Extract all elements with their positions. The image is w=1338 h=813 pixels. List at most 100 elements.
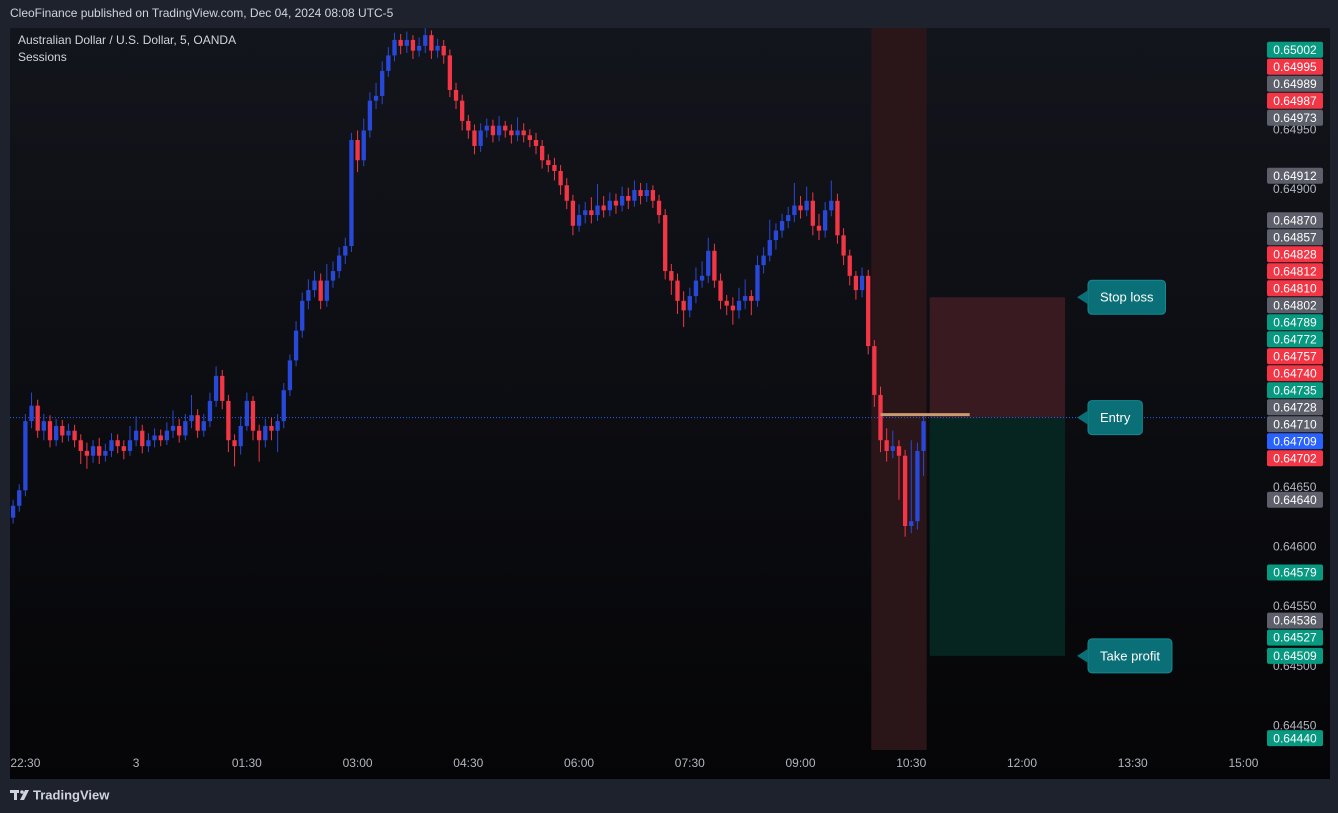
price-label-box: [1267, 564, 1323, 581]
candle-body: [490, 125, 496, 136]
y-tick-label: 0.64950: [1273, 123, 1317, 137]
y-tick-label: 0.64600: [1273, 540, 1317, 554]
price-label: 0.64870: [1273, 213, 1317, 227]
candle-body: [453, 89, 459, 101]
candle-body: [749, 296, 754, 301]
candle-body: [736, 300, 742, 311]
candle-body: [675, 280, 680, 301]
callout-pointer: [1077, 410, 1088, 425]
candle-body: [380, 70, 385, 96]
candle-body: [515, 130, 520, 136]
candle-body: [570, 200, 576, 226]
candle-body: [595, 205, 600, 216]
candle-body: [902, 455, 908, 527]
candle-body: [23, 421, 28, 491]
x-tick-label: 03:00: [343, 756, 373, 770]
candle-body: [97, 446, 102, 456]
candle-body: [496, 125, 502, 136]
candle-body: [84, 450, 90, 456]
y-tick-label: 0.64450: [1273, 718, 1317, 732]
price-label-box: [1267, 399, 1323, 416]
candle-body: [195, 415, 200, 431]
candle-body: [213, 375, 219, 401]
price-label: 0.64912: [1273, 169, 1317, 183]
chart-title: Australian Dollar / U.S. Dollar, 5, OAND…: [18, 33, 236, 47]
footer-brand: TradingView: [33, 787, 110, 802]
callout-pointer: [1077, 648, 1088, 663]
price-label-box: [1267, 416, 1323, 433]
candle-body: [416, 45, 422, 51]
price-label-box: [1267, 730, 1323, 747]
price-label: 0.64995: [1273, 60, 1317, 74]
session-range: [871, 28, 927, 750]
candle-body: [761, 255, 766, 266]
price-label-box: [1267, 491, 1323, 508]
candle-body: [318, 280, 323, 301]
price-label-box: [1267, 297, 1323, 314]
candle-body: [755, 265, 760, 301]
candle-body: [293, 330, 299, 361]
candle-body: [552, 165, 557, 171]
candle-body: [189, 415, 194, 422]
candle-body: [330, 271, 336, 281]
candle-body: [226, 400, 231, 441]
candle-body: [909, 521, 914, 527]
candle-body: [232, 440, 237, 447]
candle-body: [773, 230, 779, 241]
price-label: 0.64857: [1273, 230, 1317, 244]
candle-body: [250, 400, 256, 431]
candle-body: [521, 130, 526, 136]
candle-body: [546, 160, 551, 166]
price-label-box: [1267, 212, 1323, 229]
candle-body: [72, 430, 77, 441]
candle-body: [632, 190, 637, 201]
price-label-box: [1267, 382, 1323, 399]
candle-body: [410, 39, 416, 51]
candle-body: [460, 100, 465, 121]
price-label: 0.65002: [1273, 43, 1317, 57]
candle-body: [743, 296, 748, 301]
candle-body: [527, 135, 532, 140]
candle-body: [638, 190, 643, 196]
candle-body: [170, 425, 176, 431]
candle-body: [669, 271, 674, 281]
candle-body: [336, 255, 342, 272]
candle-body: [207, 400, 213, 422]
candle-body: [786, 215, 791, 222]
stop-loss-zone: [929, 297, 1066, 418]
y-tick-label: 0.64550: [1273, 599, 1317, 613]
candle-body: [804, 200, 809, 211]
y-tick-label: 0.64900: [1273, 182, 1317, 196]
x-tick-label: 3: [133, 756, 140, 770]
candle-body: [650, 190, 656, 201]
price-label: 0.64536: [1273, 614, 1317, 628]
price-label: 0.64710: [1273, 417, 1317, 431]
price-label: 0.64772: [1273, 332, 1317, 346]
y-tick-label: 0.64650: [1273, 480, 1317, 494]
price-label-box: [1267, 331, 1323, 348]
callout-pointer: [1077, 290, 1088, 305]
candle-body: [810, 200, 815, 226]
price-label-box: [1267, 433, 1323, 450]
candle-body: [306, 290, 311, 301]
candle-body: [533, 139, 539, 146]
candle-body: [767, 240, 772, 256]
x-tick-label: 06:00: [564, 756, 594, 770]
price-label-box: [1267, 314, 1323, 331]
candle-body: [109, 440, 114, 451]
candle-body: [275, 421, 280, 431]
candle-body: [866, 275, 871, 347]
callout-label: Take profit: [1100, 648, 1160, 663]
price-label: 0.64440: [1273, 731, 1317, 745]
price-label: 0.64509: [1273, 649, 1317, 663]
candle-body: [687, 296, 692, 311]
candle-body: [706, 250, 711, 276]
candle-body: [613, 200, 619, 206]
candle-body: [681, 300, 686, 311]
candle-body: [484, 125, 489, 131]
candle-body: [724, 300, 729, 306]
candle-body: [398, 39, 403, 46]
candle-body: [90, 446, 96, 456]
candle-body: [730, 305, 736, 311]
